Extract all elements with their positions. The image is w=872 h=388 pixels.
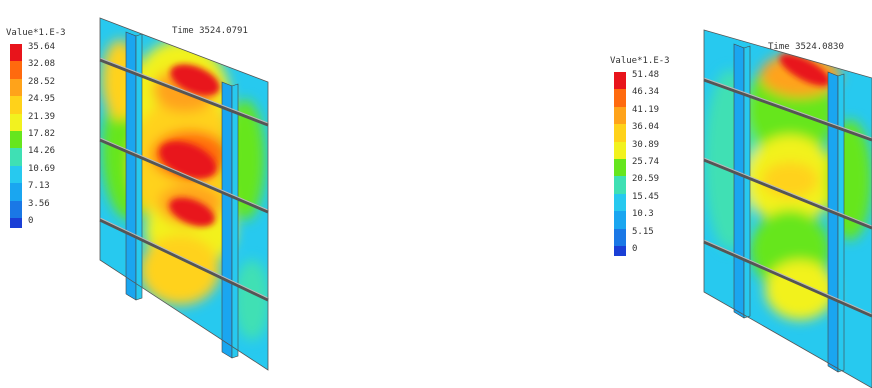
- left-legend-value: 28.52: [28, 76, 56, 87]
- right-color-legend: Value*1.E-3 51.48 46.34 41.19 36.04 30.89 25.…: [610, 56, 690, 296]
- right-legend-value: 51.48: [632, 70, 660, 80]
- right-legend-value: 10.3: [632, 209, 654, 220]
- right-legend-value: 46.34: [632, 87, 660, 98]
- left-legend-swatch: [10, 148, 22, 166]
- right-legend-value: 25.74: [632, 157, 660, 167]
- left-legend-swatch: [10, 96, 22, 114]
- right-legend-swatch: [614, 176, 626, 194]
- left-legend-swatch: [10, 131, 22, 149]
- right-legend-swatch: [614, 89, 626, 107]
- right-legend-value: 36.04: [632, 122, 660, 133]
- left-stiffened-panel: [99, 17, 269, 371]
- right-legend-value: 30.89: [632, 139, 660, 150]
- right-legend-value: 0: [632, 244, 638, 254]
- right-legend-swatch: [614, 193, 626, 212]
- left-time-label: Time 3524.0791: [172, 26, 248, 36]
- right-legend-title: Value*1.E-3: [610, 56, 670, 66]
- right-legend-value: 41.19: [632, 104, 660, 115]
- left-legend-value: 21.39: [28, 111, 56, 122]
- left-legend-swatch: [10, 113, 22, 131]
- left-legend-swatch: [10, 165, 22, 184]
- left-legend-value: 35.64: [28, 42, 56, 52]
- left-legend-value: 10.69: [28, 163, 56, 174]
- left-legend-value: 7.13: [28, 181, 50, 192]
- left-legend-swatch: [10, 218, 22, 228]
- right-legend-value: 15.45: [632, 191, 660, 202]
- left-legend-value: 3.56: [28, 198, 50, 209]
- left-legend-value: 0: [28, 216, 34, 226]
- right-legend-swatch: [614, 141, 626, 159]
- left-color-legend: Value*1.E-3 35.64 32.08 28.52 24.95 21.39 17.…: [6, 28, 86, 268]
- right-stiffened-panel: [703, 29, 872, 388]
- right-legend-swatch: [614, 228, 626, 246]
- left-legend-value: 14.26: [28, 146, 56, 157]
- left-legend-title: Value*1.E-3: [6, 28, 66, 38]
- right-legend-swatch: [614, 246, 626, 256]
- left-legend-swatch: [10, 44, 22, 62]
- right-legend-swatch: [614, 106, 626, 125]
- right-legend-swatch: [614, 211, 626, 229]
- left-legend-value: 17.82: [28, 129, 56, 139]
- left-legend-swatch: [10, 61, 22, 79]
- left-legend-value: 32.08: [28, 59, 56, 70]
- right-legend-value: 20.59: [632, 174, 660, 185]
- left-legend-swatch: [10, 78, 22, 97]
- right-legend-swatch: [614, 124, 626, 142]
- right-time-label: Time 3524.0830: [768, 42, 844, 52]
- right-legend-swatch: [614, 159, 626, 177]
- left-legend-swatch: [10, 183, 22, 201]
- left-legend-value: 24.95: [28, 94, 56, 105]
- right-legend-swatch: [614, 72, 626, 90]
- right-legend-value: 5.15: [632, 226, 654, 237]
- left-legend-swatch: [10, 200, 22, 218]
